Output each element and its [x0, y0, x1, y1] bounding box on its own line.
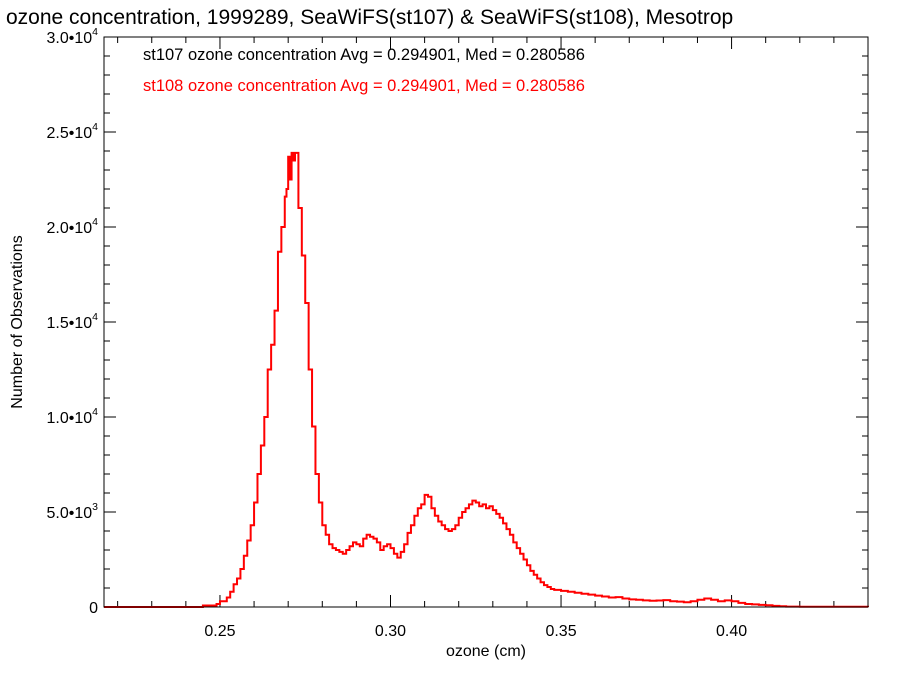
- y-tick-label: 2.5•104: [47, 121, 99, 142]
- series-layer: [104, 151, 869, 608]
- series-line-st108: [104, 151, 869, 608]
- x-tick-label: 0.25: [204, 623, 235, 640]
- y-axis-label: Number of Observations: [9, 235, 26, 408]
- y-tick-label: 0: [89, 600, 98, 617]
- plot-frame: [103, 36, 869, 608]
- y-tick-label: 2.0•104: [47, 216, 99, 237]
- y-tick-label: 1.0•104: [47, 406, 99, 427]
- chart-title: ozone concentration, 1999289, SeaWiFS(st…: [6, 6, 733, 29]
- y-tick-label: 3.0•104: [47, 26, 99, 47]
- axis-ticks: 0.25 0.30 0.35 0.40 0 5.0•103 1.0•104 1.5•104 2.…: [47, 26, 869, 640]
- x-tick-label: 0.35: [545, 623, 576, 640]
- x-tick-label: 0.30: [375, 623, 406, 640]
- x-tick-label: 0.40: [716, 623, 747, 640]
- y-tick-label: 5.0•103: [47, 501, 99, 522]
- x-axis-label: ozone (cm): [446, 643, 526, 660]
- annotation-st107: st107 ozone concentration Avg = 0.294901…: [143, 46, 585, 64]
- y-tick-label: 1.5•104: [47, 311, 99, 332]
- annotation-st108: st108 ozone concentration Avg = 0.294901…: [143, 77, 585, 95]
